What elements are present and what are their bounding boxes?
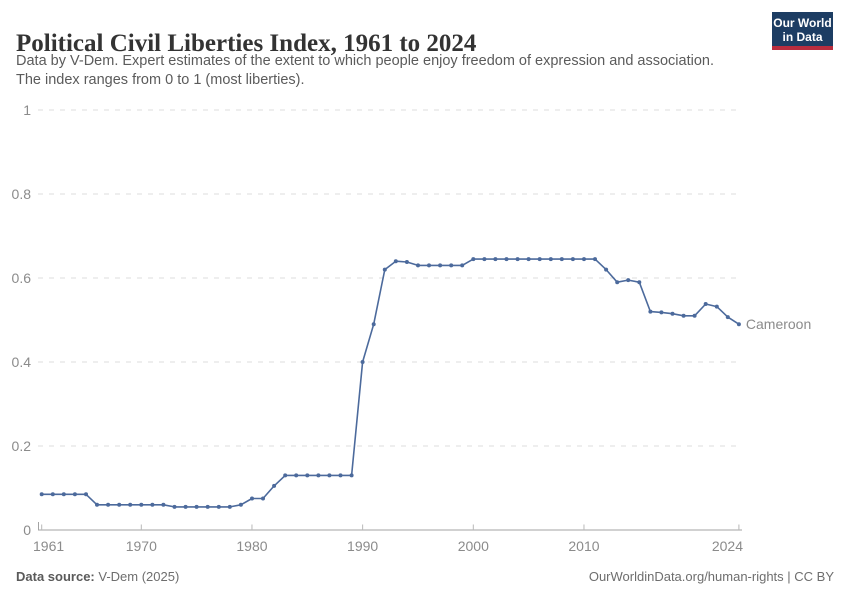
data-point[interactable] <box>161 502 166 507</box>
x-tick-label: 1961 <box>33 538 64 554</box>
data-point[interactable] <box>150 502 155 507</box>
data-point[interactable] <box>582 257 586 262</box>
data-point[interactable] <box>250 496 254 501</box>
chart-footer: Data source: V-Dem (2025) OurWorldinData… <box>16 569 834 584</box>
data-point[interactable] <box>172 504 177 509</box>
data-point[interactable] <box>117 502 122 507</box>
data-point[interactable] <box>648 309 653 314</box>
data-point[interactable] <box>725 315 730 320</box>
data-point[interactable] <box>493 257 498 262</box>
data-source-note: Data source: V-Dem (2025) <box>16 569 179 584</box>
x-tick-label: 2010 <box>568 538 599 554</box>
data-point[interactable] <box>637 280 642 285</box>
x-tick-label: 2000 <box>458 538 489 554</box>
data-point[interactable] <box>692 313 697 318</box>
chart-subtitle-line2: The index ranges from 0 to 1 (most liber… <box>16 72 305 88</box>
data-point[interactable] <box>50 492 55 497</box>
data-point[interactable] <box>327 473 332 478</box>
data-point[interactable] <box>294 473 299 478</box>
data-point[interactable] <box>548 257 553 262</box>
chart-subtitle-line1: Data by V-Dem. Expert estimates of the e… <box>16 53 714 69</box>
data-point[interactable] <box>227 504 232 509</box>
data-point[interactable] <box>626 278 631 283</box>
attribution-link[interactable]: OurWorldinData.org/human-rights | CC BY <box>588 569 834 584</box>
x-tick-label: 1980 <box>236 538 267 554</box>
data-point[interactable] <box>504 257 509 262</box>
data-point[interactable] <box>272 483 277 488</box>
data-point[interactable] <box>615 280 620 285</box>
data-point[interactable] <box>39 492 44 497</box>
data-point[interactable] <box>84 492 88 497</box>
data-point[interactable] <box>604 267 609 272</box>
data-point[interactable] <box>515 257 520 262</box>
trend-line[interactable] <box>40 258 740 508</box>
data-point[interactable] <box>482 257 487 262</box>
data-point[interactable] <box>659 310 664 315</box>
data-point[interactable] <box>681 313 686 318</box>
x-tick-label: 1970 <box>126 538 157 554</box>
data-point[interactable] <box>382 267 387 272</box>
y-tick-label: 0.2 <box>12 438 32 454</box>
data-point[interactable] <box>183 504 188 509</box>
data-point[interactable] <box>316 473 321 478</box>
data-point[interactable] <box>570 257 575 262</box>
data-point[interactable] <box>537 257 542 262</box>
data-point[interactable] <box>194 504 199 509</box>
data-point[interactable] <box>139 502 144 507</box>
data-point[interactable] <box>438 263 443 268</box>
y-tick-label: 0.4 <box>12 354 32 370</box>
data-point[interactable] <box>449 263 454 268</box>
chart-subtitle: Data by V-Dem. Expert estimates of the e… <box>16 52 714 90</box>
data-point[interactable] <box>416 263 420 268</box>
data-point[interactable] <box>238 502 243 507</box>
data-point[interactable] <box>338 473 343 478</box>
data-source-label: Data source: <box>16 569 95 584</box>
data-point[interactable] <box>371 322 376 327</box>
series-label[interactable]: Cameroon <box>746 316 811 332</box>
owid-logo-line1: Our World <box>773 16 832 30</box>
y-tick-label: 1 <box>23 102 31 118</box>
data-point[interactable] <box>460 263 465 268</box>
data-point[interactable] <box>261 496 265 501</box>
data-source-value: V-Dem (2025) <box>94 569 180 584</box>
data-point[interactable] <box>714 304 719 309</box>
data-point[interactable] <box>427 263 431 268</box>
data-point[interactable] <box>526 257 531 262</box>
data-point[interactable] <box>404 260 409 264</box>
data-point[interactable] <box>72 492 77 497</box>
y-tick-label: 0 <box>23 522 31 538</box>
y-tick-label: 0.8 <box>12 186 32 202</box>
data-point[interactable] <box>670 311 675 316</box>
owid-logo-line2: in Data <box>782 30 823 44</box>
data-point[interactable] <box>216 504 221 509</box>
data-point[interactable] <box>393 259 398 264</box>
data-point[interactable] <box>283 473 288 478</box>
data-point[interactable] <box>106 502 111 507</box>
data-point[interactable] <box>559 257 564 262</box>
data-point[interactable] <box>95 502 99 507</box>
data-point[interactable] <box>305 473 310 478</box>
y-tick-label: 0.6 <box>12 270 32 286</box>
data-point[interactable] <box>205 504 210 509</box>
data-point[interactable] <box>349 473 354 478</box>
data-point[interactable] <box>61 492 66 497</box>
owid-logo[interactable]: Our World in Data <box>772 12 833 50</box>
data-point[interactable] <box>128 502 133 507</box>
data-point[interactable] <box>703 302 708 306</box>
x-tick-label: 1990 <box>347 538 378 554</box>
data-point[interactable] <box>736 322 741 327</box>
data-point[interactable] <box>593 257 597 262</box>
data-point[interactable] <box>471 257 476 262</box>
page-title: Political Civil Liberties Index, 1961 to… <box>16 29 477 57</box>
x-tick-label: 2024 <box>712 538 743 554</box>
data-point[interactable] <box>360 360 365 364</box>
